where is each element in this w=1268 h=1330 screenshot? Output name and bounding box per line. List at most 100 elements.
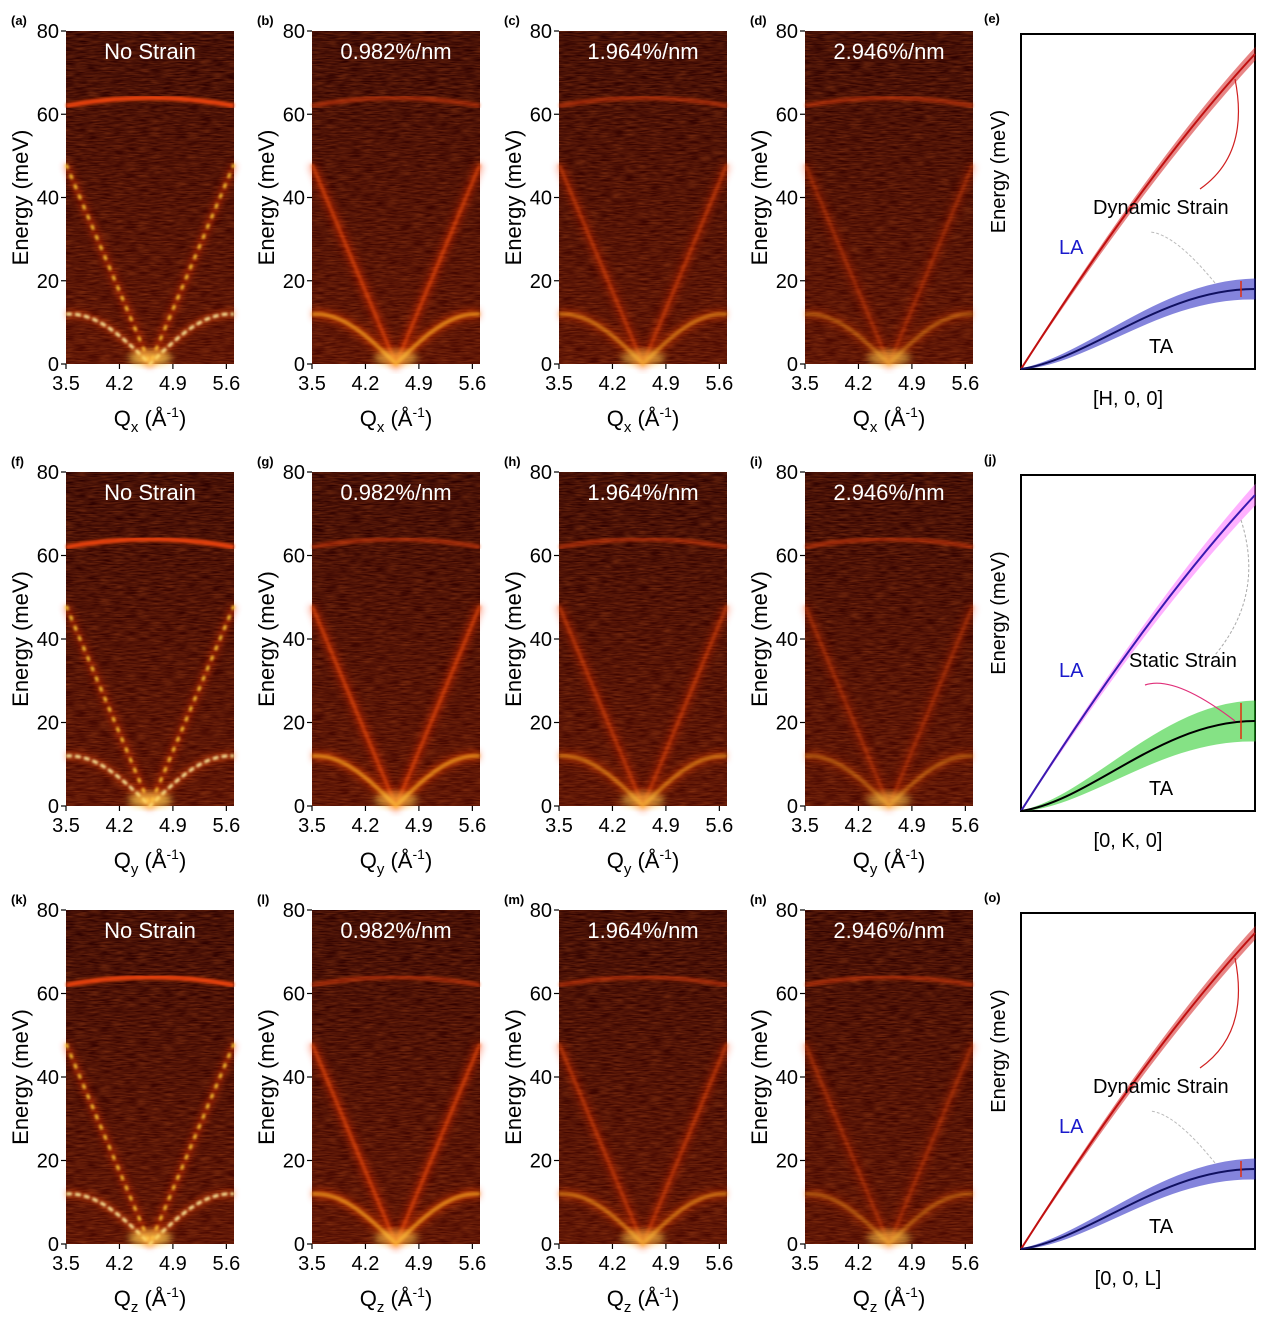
gamma-hotspot — [128, 1230, 172, 1246]
x-tick-label: 4.9 — [159, 373, 187, 395]
x-axis-label-unit: (Å — [138, 1286, 166, 1311]
x-axis-label-unit: (Å — [631, 848, 659, 873]
y-axis-label: Energy (meV) — [501, 571, 526, 707]
y-tick-label: 20 — [530, 271, 552, 293]
x-axis-label: Qx (Å-1) — [607, 404, 680, 436]
x-tick-label: 4.9 — [652, 373, 680, 395]
x-tick-label: 4.9 — [159, 815, 187, 837]
heatmap-panel-8: No Strain — [63, 910, 237, 1249]
y-tick-label: 80 — [37, 21, 59, 43]
x-tick-label: 5.6 — [212, 373, 240, 395]
y-tick-label: 80 — [776, 900, 798, 922]
x-tick-label: 4.2 — [845, 815, 873, 837]
x-axis-label-unit: (Å — [877, 406, 905, 431]
optical-band — [311, 536, 481, 550]
x-tick-label: 5.6 — [458, 373, 486, 395]
y-tick-label: 60 — [776, 984, 798, 1006]
x-tick-label: 5.6 — [458, 815, 486, 837]
heatmap-noise — [312, 472, 480, 806]
panel-title: No Strain — [104, 480, 196, 505]
x-axis-label-unit: (Å — [877, 1286, 905, 1311]
x-axis-label-sub: z — [131, 1299, 139, 1316]
x-axis-label-sup: -1 — [412, 404, 425, 420]
optical-band — [65, 974, 235, 988]
y-axis-label: Energy (meV) — [747, 130, 772, 266]
heatmap-noise — [66, 472, 234, 806]
x-tick-label: 5.6 — [951, 815, 979, 837]
ta-label: TA — [1149, 336, 1174, 358]
y-tick-label: 20 — [283, 1151, 305, 1173]
arrow-ta — [1149, 231, 1216, 284]
y-tick-label: 40 — [530, 629, 552, 651]
x-axis-label-sup: -1 — [905, 404, 918, 420]
y-tick-label: 60 — [37, 984, 59, 1006]
x-tick-label: 4.2 — [599, 815, 627, 837]
x-axis-label-sup: -1 — [412, 1284, 425, 1300]
heatmap-noise — [312, 910, 480, 1244]
y-tick-label: 60 — [776, 104, 798, 126]
x-tick-label: 4.2 — [352, 815, 380, 837]
x-tick-label: 3.5 — [791, 815, 819, 837]
gamma-hotspot — [621, 792, 665, 808]
y-tick-label: 40 — [530, 188, 552, 210]
x-axis-label-main: Q — [853, 1286, 870, 1311]
heatmap-panel-10: 1.964%/nm — [554, 910, 732, 1252]
x-tick-label: 3.5 — [545, 815, 573, 837]
y-tick-label: 20 — [37, 713, 59, 735]
y-tick-label: 60 — [283, 104, 305, 126]
la-branch — [395, 163, 482, 362]
arrow-la — [1214, 519, 1250, 656]
x-axis-label: Qx (Å-1) — [360, 404, 433, 436]
heatmap-noise — [66, 31, 234, 364]
heatmap-panel-7: 2.946%/nm — [800, 472, 978, 814]
y-tick-label: 40 — [37, 188, 59, 210]
x-tick-label: 4.2 — [845, 1253, 873, 1275]
y-axis-label: Energy (meV) — [747, 1009, 772, 1145]
la-branch — [557, 1042, 645, 1245]
optical-band — [65, 95, 235, 109]
x-axis-label: Qy (Å-1) — [114, 846, 187, 878]
x-axis-label-main: Q — [114, 848, 131, 873]
gamma-hotspot — [621, 350, 665, 366]
y-tick-label: 20 — [530, 713, 552, 735]
gamma-hotspot — [374, 792, 418, 808]
x-axis-label-sub: y — [870, 861, 878, 878]
y-tick-label: 0 — [541, 796, 552, 818]
gamma-hotspot — [867, 350, 911, 366]
x-axis-label-sup: -1 — [659, 1284, 672, 1300]
panel-letter: (b) — [257, 13, 274, 28]
gamma-hotspot — [374, 350, 418, 366]
x-tick-label: 4.9 — [898, 373, 926, 395]
x-axis-label-close: ) — [425, 1286, 432, 1311]
x-tick-label: 4.2 — [106, 815, 134, 837]
y-tick-label: 40 — [37, 1067, 59, 1089]
arrow-ta — [1149, 1110, 1216, 1164]
la-curve — [1020, 494, 1256, 812]
y-tick-label: 20 — [37, 271, 59, 293]
y-axis-label: Energy (meV) — [254, 1009, 279, 1145]
x-axis-label-unit: (Å — [138, 406, 166, 431]
heatmap-noise — [66, 910, 234, 1244]
heatmap-panel-3: 2.946%/nm — [800, 31, 978, 372]
x-axis-label-sub: z — [624, 1299, 632, 1316]
x-axis-label-unit: (Å — [384, 1286, 412, 1311]
x-axis-label-sup: -1 — [166, 404, 179, 420]
la-branch — [310, 1042, 398, 1245]
panel-title: 2.946%/nm — [833, 918, 944, 943]
x-axis-label-sup: -1 — [166, 846, 179, 862]
y-tick-label: 0 — [541, 1234, 552, 1256]
y-tick-label: 0 — [48, 354, 59, 376]
x-tick-label: 4.9 — [405, 1253, 433, 1275]
la-branch — [557, 604, 645, 807]
panel-letter: (m) — [504, 892, 524, 907]
y-tick-label: 0 — [294, 796, 305, 818]
x-tick-label: 4.9 — [652, 1253, 680, 1275]
x-axis-label-main: Q — [607, 406, 624, 431]
x-axis-label: Qy (Å-1) — [607, 846, 680, 878]
la-label: LA — [1059, 660, 1084, 682]
y-tick-label: 0 — [787, 354, 798, 376]
x-tick-label: 4.2 — [352, 1253, 380, 1275]
x-axis-label-main: Q — [360, 848, 377, 873]
x-axis-label-sub: x — [377, 419, 385, 436]
x-axis-label-close: ) — [918, 1286, 925, 1311]
